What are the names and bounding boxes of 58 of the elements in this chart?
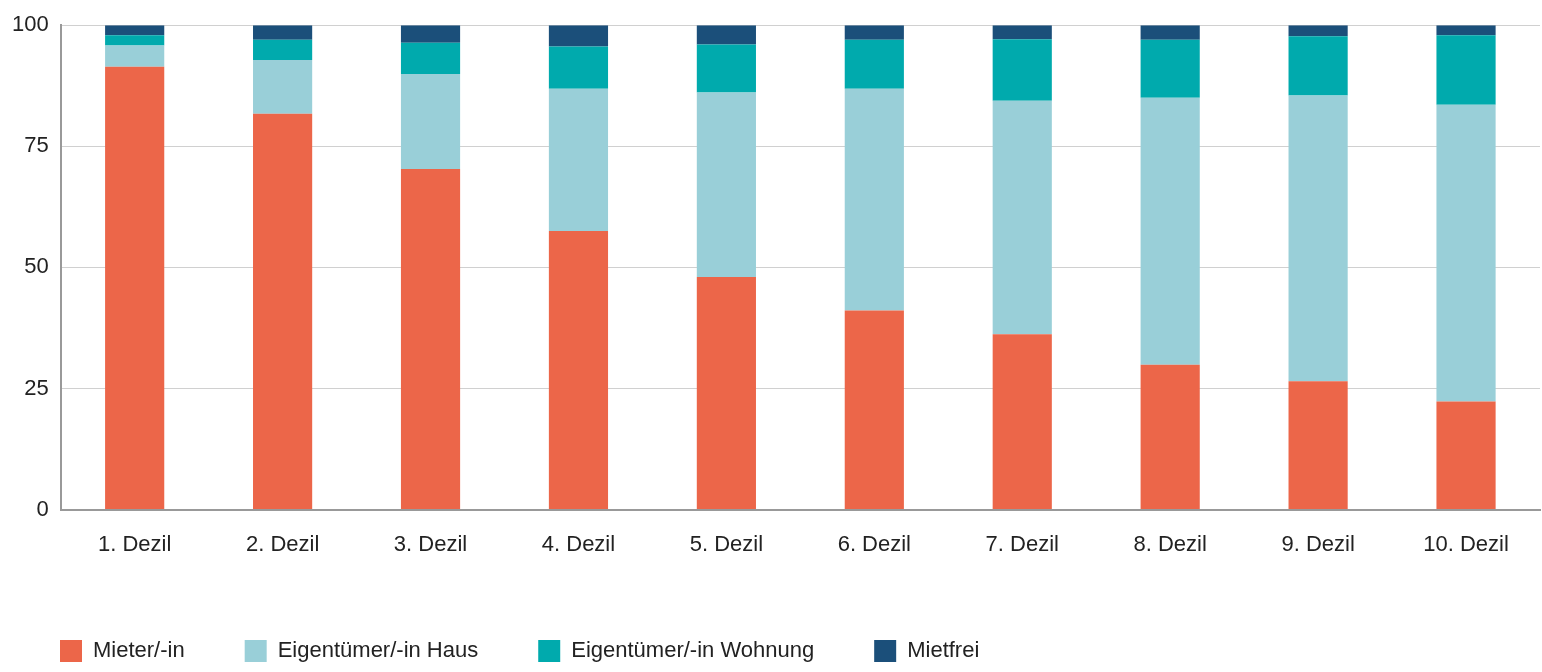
bar <box>253 113 313 510</box>
y-tick-label: 100 <box>11 11 49 37</box>
bar <box>548 231 609 510</box>
bar <box>253 60 313 114</box>
x-tick-label: 6. Dezil <box>837 530 911 556</box>
bar <box>844 88 904 311</box>
bar <box>253 39 313 61</box>
bar <box>105 35 165 46</box>
bar <box>1140 39 1200 98</box>
y-tick-label: 75 <box>24 132 49 158</box>
y-tick-label: 0 <box>36 495 49 521</box>
bar <box>696 92 756 278</box>
bar <box>844 39 904 89</box>
bar <box>253 25 313 40</box>
bar <box>1288 381 1348 510</box>
bar <box>548 25 609 47</box>
bar <box>1140 25 1200 40</box>
bar <box>992 100 1052 335</box>
bar <box>844 25 904 40</box>
legend-label: Mietfrei <box>907 637 980 663</box>
x-tick-label: 9. Dezil <box>1281 530 1355 556</box>
bar <box>1288 95 1348 382</box>
x-tick-label: 5. Dezil <box>689 530 764 556</box>
y-tick-label: 25 <box>24 374 49 400</box>
bar <box>696 44 756 93</box>
bar <box>400 169 461 510</box>
bar <box>696 277 756 510</box>
x-tick-label: 3. Dezil <box>393 530 468 556</box>
x-tick-label: 10. Dezil <box>1423 530 1509 556</box>
bar <box>844 310 904 510</box>
bar <box>992 39 1052 101</box>
bar <box>400 42 461 75</box>
legend-label: Eigentümer/-in Haus <box>277 637 479 663</box>
bar <box>1140 97 1200 365</box>
bar <box>400 25 461 43</box>
legend-label: Mieter/-in <box>93 637 185 663</box>
y-tick-label: 50 <box>24 253 49 279</box>
bar <box>1436 401 1496 510</box>
bar <box>992 334 1052 510</box>
bar <box>696 25 756 45</box>
x-tick-label: 8. Dezil <box>1133 530 1207 556</box>
bar <box>548 46 609 89</box>
bar <box>105 66 165 510</box>
bar <box>548 88 609 232</box>
x-tick-label: 4. Dezil <box>541 530 616 556</box>
bar <box>1140 364 1200 510</box>
bar <box>1436 25 1496 36</box>
bar <box>105 45 165 67</box>
bar <box>1436 35 1496 105</box>
bar <box>1288 36 1348 96</box>
x-tick-label: 7. Dezil <box>985 530 1059 556</box>
bar <box>1436 104 1496 402</box>
bar <box>400 74 461 170</box>
legend-label: Eigentümer/-in Wohnung <box>571 637 815 663</box>
x-tick-label: 2. Dezil <box>245 530 320 556</box>
x-tick-label: 1. Dezil <box>97 530 172 556</box>
bar <box>992 25 1052 40</box>
bar <box>1288 25 1348 37</box>
